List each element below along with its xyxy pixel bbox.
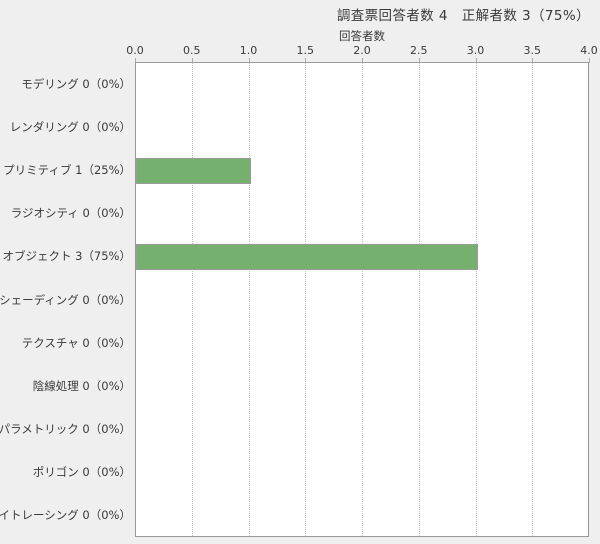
x-tick-mark <box>589 58 590 63</box>
x-axis-tick-marks <box>135 58 590 63</box>
respondent-summary-text: 調査票回答者数 4 正解者数 3（75%） <box>336 8 590 24</box>
y-tick-label: モデリング 0（0%） <box>21 76 131 91</box>
y-tick-label: プリミティブ 1（25%） <box>3 162 131 177</box>
y-tick-label: 陰線処理 0（0%） <box>32 378 131 393</box>
x-tick-mark <box>418 58 420 63</box>
plot-area <box>135 62 589 537</box>
x-tick-mark <box>475 58 477 63</box>
chart-header: 調査票回答者数 4 正解者数 3（75%） <box>0 0 600 28</box>
y-tick-label: ポリゴン 0（0%） <box>32 465 131 480</box>
y-tick-label: レイトレーシング 0（0%） <box>0 508 131 523</box>
x-tick-label: 3.0 <box>466 44 485 57</box>
y-tick-label: シェーディング 0（0%） <box>0 292 131 307</box>
y-tick-label: パラメトリック 0（0%） <box>0 422 131 437</box>
y-tick-label: テクスチャ 0（0%） <box>21 335 131 350</box>
x-tick-label: 0.0 <box>126 44 144 57</box>
y-tick-label: オブジェクト 3（75%） <box>2 249 131 264</box>
y-tick-label: レンダリング 0（0%） <box>9 119 131 134</box>
x-tick-mark <box>362 58 363 63</box>
bar <box>136 244 478 271</box>
x-tick-mark <box>305 58 307 63</box>
x-axis-tick-labels: 0.0 0.5 1.0 1.5 2.0 2.5 3.0 3.5 4.0 <box>0 44 600 58</box>
x-tick-mark <box>532 58 534 63</box>
x-axis-title: 回答者数 <box>339 29 385 43</box>
x-tick-mark <box>135 58 136 63</box>
x-tick-label: 4.0 <box>580 44 598 57</box>
x-tick-label: 1.5 <box>296 44 315 57</box>
bar-series <box>136 63 588 536</box>
x-tick-label: 2.0 <box>353 44 371 57</box>
y-tick-label: ラジオシティ 0（0%） <box>10 206 131 221</box>
y-axis-tick-labels: モデリング 0（0%） レンダリング 0（0%） プリミティブ 1（25%） ラジオシ… <box>0 0 131 544</box>
x-tick-label: 1.0 <box>239 44 258 57</box>
x-tick-label: 3.5 <box>523 44 542 57</box>
x-tick-mark <box>191 58 193 63</box>
x-tick-label: 2.5 <box>410 44 428 57</box>
x-tick-mark <box>248 58 250 63</box>
bar <box>136 157 251 184</box>
x-tick-label: 0.5 <box>183 44 201 57</box>
